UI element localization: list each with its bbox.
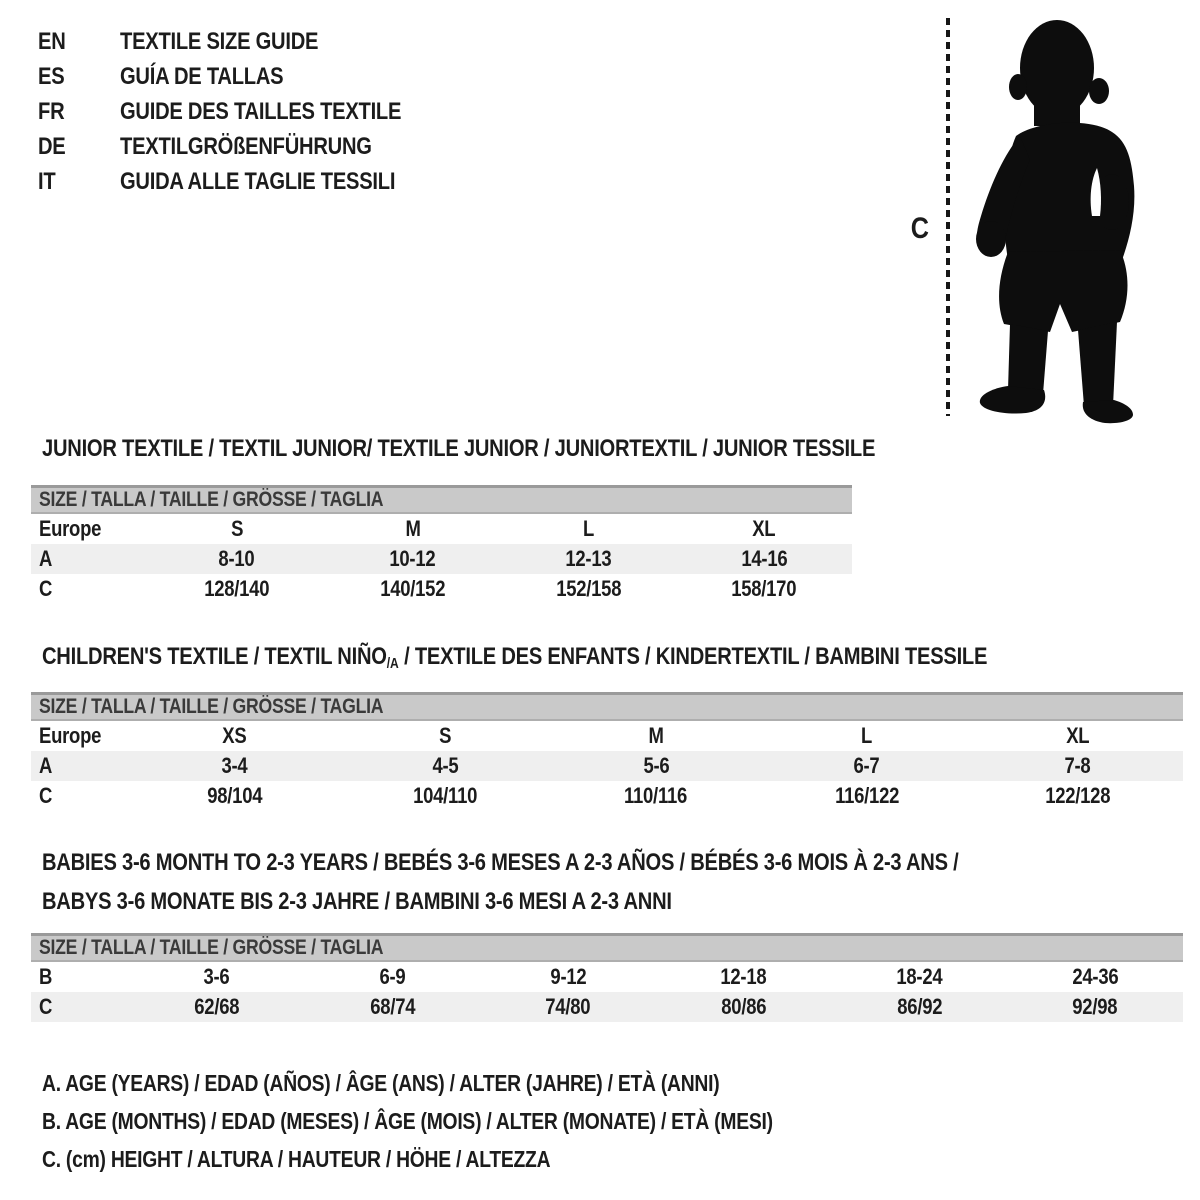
footnote-b: B. AGE (MONTHS) / EDAD (MESES) / ÂGE (MO…: [42, 1108, 773, 1134]
table-row: C 62/68 68/74 74/80 80/86 86/92 92/98: [31, 992, 1183, 1022]
table-cell: 92/98: [1072, 994, 1118, 1019]
language-title: GUIDA ALLE TAGLIE TESSILI: [120, 167, 396, 195]
table-cell: 62/68: [194, 994, 240, 1019]
size-table-header: SIZE / TALLA / TAILLE / GRÖSSE / TAGLIA: [31, 485, 852, 514]
table-cell: 10-12: [389, 546, 436, 571]
table-row: B 3-6 6-9 9-12 12-18 18-24 24-36: [31, 962, 1183, 992]
section-title-junior: JUNIOR TEXTILE / TEXTIL JUNIOR/ TEXTILE …: [42, 435, 876, 462]
row-label: C: [39, 994, 53, 1019]
language-title: TEXTILGRÖßENFÜHRUNG: [120, 132, 372, 160]
table-cell: 104/110: [413, 783, 478, 808]
table-cell: 18-24: [896, 964, 943, 989]
language-code: FR: [38, 97, 65, 125]
table-cell: 122/128: [1045, 783, 1111, 808]
language-code: EN: [38, 27, 66, 55]
table-row: Europe S M L XL: [31, 514, 852, 544]
table-cell: 152/158: [555, 576, 621, 601]
language-title: GUÍA DE TALLAS: [120, 62, 284, 90]
table-cell: L: [861, 723, 873, 748]
table-cell: 3-6: [203, 964, 230, 989]
table-cell: 98/104: [206, 783, 262, 808]
language-title: GUIDE DES TAILLES TEXTILE: [120, 97, 402, 125]
table-cell: S: [230, 516, 243, 541]
row-label: B: [39, 964, 53, 989]
table-cell: 12-18: [720, 964, 767, 989]
footnote-c: C. (cm) HEIGHT / ALTURA / HAUTEUR / HÖHE…: [42, 1146, 551, 1172]
height-measure-line: [946, 18, 950, 416]
table-cell: XL: [1066, 723, 1090, 748]
table-cell: 5-6: [643, 753, 669, 778]
table-cell: 116/122: [834, 783, 899, 808]
language-code: DE: [38, 132, 66, 160]
size-table-header: SIZE / TALLA / TAILLE / GRÖSSE / TAGLIA: [31, 933, 1183, 962]
table-row: C 128/140 140/152 152/158 158/170: [31, 574, 852, 604]
row-label: Europe: [39, 516, 102, 541]
table-cell: 6-7: [853, 753, 880, 778]
table-cell: XL: [752, 516, 776, 541]
footnote-a: A. AGE (YEARS) / EDAD (AÑOS) / ÂGE (ANS)…: [42, 1070, 720, 1096]
table-cell: 3-4: [221, 753, 248, 778]
table-cell: 74/80: [545, 994, 591, 1019]
section-title-babies-line2: BABYS 3-6 MONATE BIS 2-3 JAHRE / BAMBINI…: [42, 888, 672, 915]
table-row: Europe XS S M L XL: [31, 721, 1183, 751]
table-cell: 8-10: [218, 546, 255, 571]
row-label: A: [39, 753, 53, 778]
children-size-table: SIZE / TALLA / TAILLE / GRÖSSE / TAGLIA …: [31, 692, 1183, 811]
section-title-subscript: /A: [386, 656, 399, 673]
row-label: A: [39, 546, 53, 571]
table-cell: 80/86: [721, 994, 767, 1019]
section-title-babies-line1: BABIES 3-6 MONTH TO 2-3 YEARS / BEBÉS 3-…: [42, 849, 959, 876]
size-table-header: SIZE / TALLA / TAILLE / GRÖSSE / TAGLIA: [31, 692, 1183, 721]
table-cell: XS: [222, 723, 247, 748]
row-label: C: [39, 783, 53, 808]
section-title-text: CHILDREN'S TEXTILE / TEXTIL NIÑO: [42, 643, 387, 670]
babies-size-table: SIZE / TALLA / TAILLE / GRÖSSE / TAGLIA …: [31, 933, 1183, 1022]
language-row: EN TEXTILE SIZE GUIDE: [38, 24, 455, 59]
language-title: TEXTILE SIZE GUIDE: [120, 27, 319, 55]
table-cell: 140/152: [380, 576, 446, 601]
language-row: DE TEXTILGRÖßENFÜHRUNG: [38, 129, 455, 164]
table-row: C 98/104 104/110 110/116 116/122 122/128: [31, 781, 1183, 811]
junior-size-table: SIZE / TALLA / TAILLE / GRÖSSE / TAGLIA …: [31, 485, 852, 604]
table-cell: 24-36: [1072, 964, 1119, 989]
language-row: FR GUIDE DES TAILLES TEXTILE: [38, 94, 455, 129]
table-cell: 14-16: [741, 546, 788, 571]
table-cell: M: [405, 516, 421, 541]
table-cell: S: [439, 723, 452, 748]
table-row: A 3-4 4-5 5-6 6-7 7-8: [31, 751, 1183, 781]
table-cell: 7-8: [1064, 753, 1091, 778]
section-title-children: CHILDREN'S TEXTILE / TEXTIL NIÑO/A / TEX…: [42, 643, 1167, 678]
table-cell: 110/116: [624, 783, 688, 808]
table-cell: 68/74: [369, 994, 415, 1019]
table-row: A 8-10 10-12 12-13 14-16: [31, 544, 852, 574]
row-label: Europe: [39, 723, 102, 748]
toddler-silhouette-icon: [976, 20, 1135, 424]
language-code: IT: [38, 167, 56, 195]
measure-label-c: C: [911, 212, 929, 245]
table-cell: 9-12: [550, 964, 587, 989]
language-title-list: EN TEXTILE SIZE GUIDE ES GUÍA DE TALLAS …: [38, 24, 455, 199]
table-cell: 12-13: [565, 546, 612, 571]
language-row: IT GUIDA ALLE TAGLIE TESSILI: [38, 164, 455, 199]
section-title-text: / TEXTILE DES ENFANTS / KINDERTEXTIL / B…: [398, 643, 988, 670]
table-cell: 6-9: [379, 964, 406, 989]
table-cell: 4-5: [432, 753, 459, 778]
language-row: ES GUÍA DE TALLAS: [38, 59, 455, 94]
table-cell: 86/92: [896, 994, 942, 1019]
table-cell: M: [648, 723, 664, 748]
table-cell: L: [582, 516, 594, 541]
language-code: ES: [38, 62, 65, 90]
table-cell: 128/140: [204, 576, 270, 601]
table-cell: 158/170: [731, 576, 797, 601]
row-label: C: [39, 576, 53, 601]
